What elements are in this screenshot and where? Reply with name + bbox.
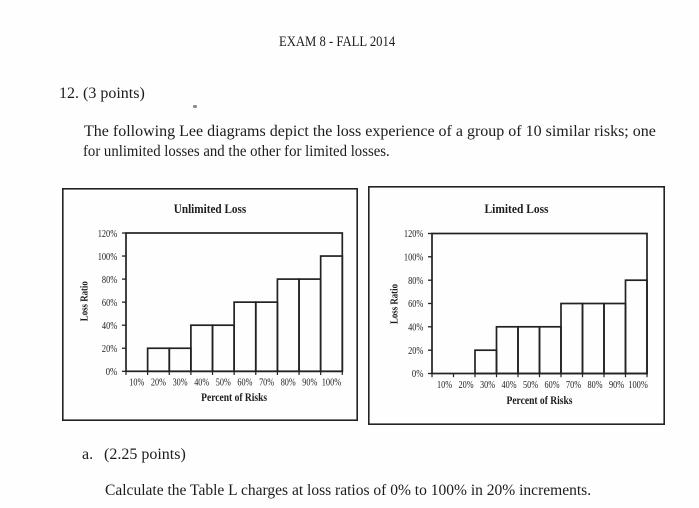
svg-text:70%: 70% bbox=[259, 378, 274, 389]
svg-text:60%: 60% bbox=[102, 298, 117, 309]
svg-text:90%: 90% bbox=[609, 380, 624, 391]
svg-text:40%: 40% bbox=[194, 378, 209, 389]
svg-text:10%: 10% bbox=[437, 380, 452, 391]
svg-text:50%: 50% bbox=[523, 380, 538, 391]
svg-text:50%: 50% bbox=[216, 378, 231, 389]
svg-text:80%: 80% bbox=[408, 276, 423, 287]
svg-text:80%: 80% bbox=[102, 275, 117, 286]
svg-text:120%: 120% bbox=[98, 229, 118, 240]
svg-text:80%: 80% bbox=[281, 378, 296, 389]
svg-text:30%: 30% bbox=[480, 380, 495, 391]
svg-text:Unlimited Loss: Unlimited Loss bbox=[174, 201, 247, 216]
svg-text:40%: 40% bbox=[408, 322, 423, 333]
svg-text:Loss Ratio: Loss Ratio bbox=[79, 281, 91, 321]
svg-text:80%: 80% bbox=[588, 380, 603, 391]
svg-text:120%: 120% bbox=[404, 229, 424, 240]
svg-text:60%: 60% bbox=[545, 380, 560, 391]
svg-text:Percent of Risks: Percent of Risks bbox=[201, 390, 267, 404]
svg-text:0%: 0% bbox=[412, 369, 424, 380]
svg-text:100%: 100% bbox=[98, 252, 118, 263]
svg-text:100%: 100% bbox=[322, 378, 342, 389]
svg-text:30%: 30% bbox=[173, 378, 188, 389]
svg-text:90%: 90% bbox=[302, 378, 317, 389]
svg-text:20%: 20% bbox=[408, 346, 423, 357]
svg-text:60%: 60% bbox=[237, 378, 252, 389]
svg-text:100%: 100% bbox=[628, 380, 648, 391]
svg-text:Loss Ratio: Loss Ratio bbox=[389, 284, 401, 324]
svg-text:0%: 0% bbox=[106, 367, 118, 378]
svg-text:Percent of Risks: Percent of Risks bbox=[507, 393, 573, 407]
svg-text:70%: 70% bbox=[566, 380, 581, 391]
svg-text:20%: 20% bbox=[151, 378, 166, 389]
svg-text:60%: 60% bbox=[408, 299, 423, 310]
svg-text:40%: 40% bbox=[102, 321, 117, 332]
svg-text:10%: 10% bbox=[129, 378, 144, 389]
svg-text:40%: 40% bbox=[502, 380, 517, 391]
svg-text:100%: 100% bbox=[404, 252, 424, 263]
svg-text:Limited Loss: Limited Loss bbox=[485, 201, 549, 216]
svg-text:20%: 20% bbox=[459, 380, 474, 391]
svg-text:20%: 20% bbox=[102, 344, 117, 355]
